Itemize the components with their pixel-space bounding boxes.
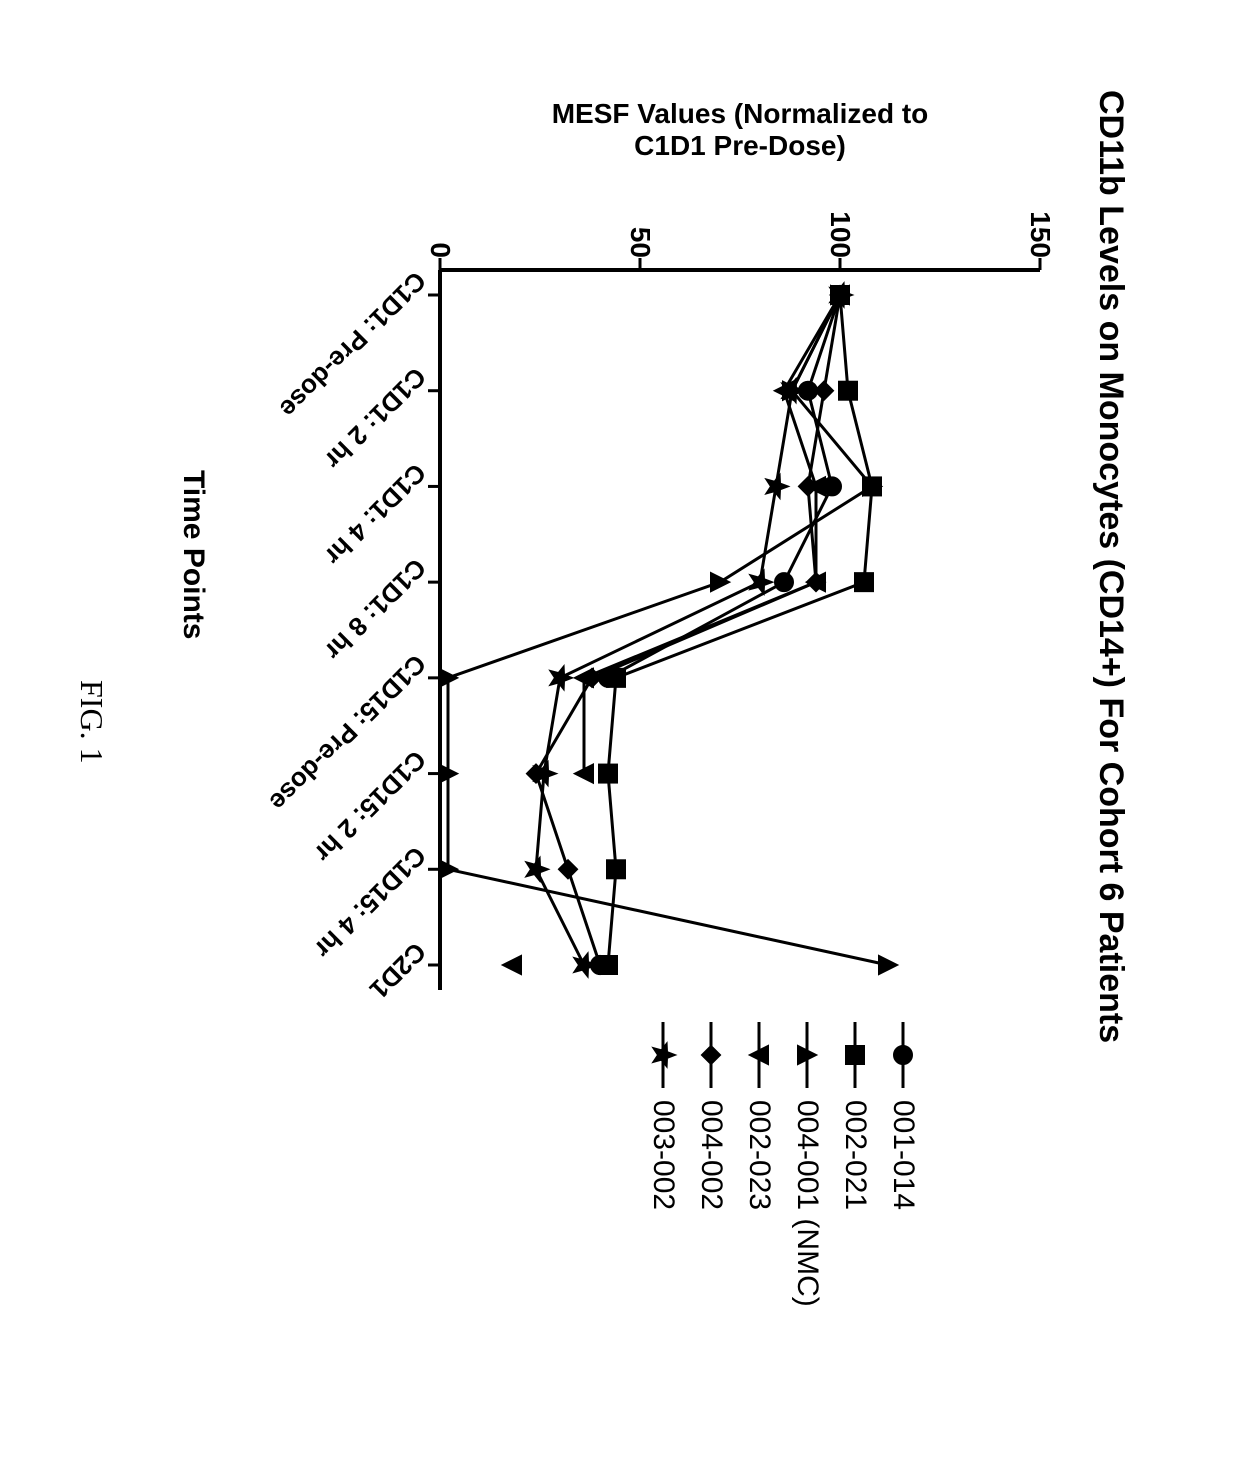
y-tick-label: 100 [824, 211, 856, 270]
y-tick-label: 150 [1024, 211, 1056, 270]
legend-label: 001-014 [886, 1100, 920, 1210]
legend-item: 002-023 [742, 1020, 776, 1400]
x-axis-label: Time Points [176, 470, 210, 639]
y-axis-label-line2: C1D1 Pre-Dose) [552, 130, 929, 162]
legend: 001-014 002-021 004-001 (NMC) 002-023 004-00… [632, 1020, 920, 1400]
legend-item: 004-002 [694, 1020, 728, 1400]
x-tick-label: C2D1 [363, 936, 432, 1005]
legend-item: 003-002 [646, 1020, 680, 1400]
legend-label: 002-021 [838, 1100, 872, 1210]
x-tick-label: C1D1: 8 hr [318, 553, 432, 667]
chart-title: CD11b Levels on Monocytes (CD14+) For Co… [1091, 90, 1130, 1290]
plot-svg [440, 270, 1040, 990]
x-tick-label: C1D1: 4 hr [318, 457, 432, 571]
legend-label: 002-023 [742, 1100, 776, 1210]
legend-item: 004-001 (NMC) [790, 1020, 824, 1400]
figure-caption: FIG. 1 [73, 680, 110, 764]
figure: CD11b Levels on Monocytes (CD14+) For Co… [0, 0, 1240, 1458]
legend-label: 003-002 [646, 1100, 680, 1210]
legend-label: 004-001 (NMC) [790, 1100, 824, 1307]
plot-area: 0 50 100 150 C1D1: Pre-dose C1D1: 2 hr C… [440, 270, 1040, 990]
y-tick-label: 50 [624, 227, 656, 270]
y-axis-label-line1: MESF Values (Normalized to [552, 98, 929, 130]
legend-item: 001-014 [886, 1020, 920, 1400]
page: CD11b Levels on Monocytes (CD14+) For Co… [0, 0, 1240, 1458]
rotated-canvas: CD11b Levels on Monocytes (CD14+) For Co… [0, 0, 1240, 1458]
legend-item: 002-021 [838, 1020, 872, 1400]
y-axis-label: MESF Values (Normalized to C1D1 Pre-Dose… [552, 98, 929, 162]
x-tick-label: C1D15: Pre-dose [263, 648, 432, 817]
y-tick-label: 0 [424, 242, 456, 270]
legend-label: 004-002 [694, 1100, 728, 1210]
